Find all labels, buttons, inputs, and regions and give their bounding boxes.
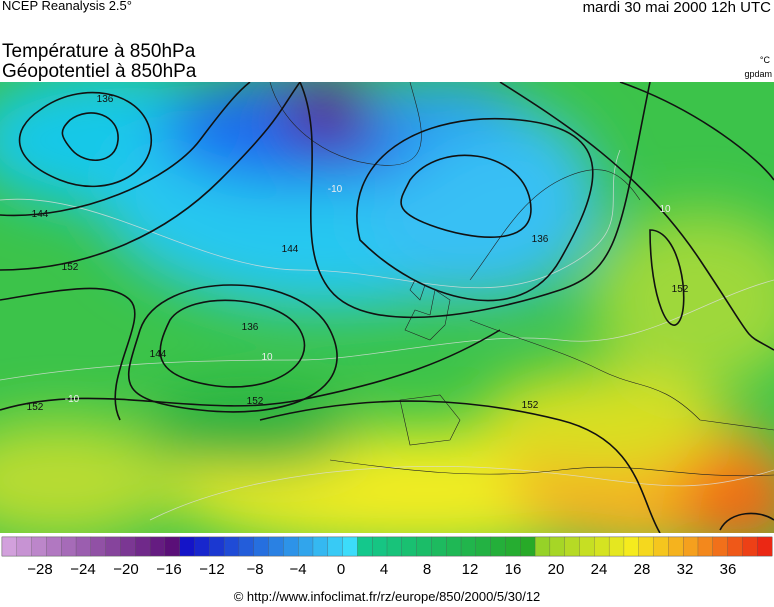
date-label: mardi 30 mai 2000 12h UTC [583, 0, 772, 16]
colorbar-swatch [475, 536, 492, 557]
colorbar-swatch [120, 536, 136, 557]
colorbar-label: −28 [27, 561, 52, 578]
colorbar-swatch [194, 536, 210, 557]
contour-label: 136 [242, 322, 259, 333]
colorbar-label: −8 [246, 561, 263, 578]
colorbar-swatch [683, 536, 699, 557]
title-geopotential: Géopotentiel à 850hPa [2, 61, 197, 82]
colorbar-swatch [608, 536, 625, 557]
contour-label: 136 [532, 234, 549, 245]
colorbar-swatch [209, 536, 225, 557]
colorbar-label: 16 [505, 561, 522, 578]
colorbar-swatch [1, 536, 18, 557]
colorbar-swatch [401, 536, 418, 557]
colorbar-swatch [164, 536, 181, 557]
colorbar-label: 28 [634, 561, 651, 578]
colorbar-swatch [46, 536, 62, 557]
colorbar-swatch [490, 536, 506, 557]
contour-label: 152 [522, 400, 539, 411]
colorbar-swatch [431, 536, 447, 557]
contour-label: 152 [62, 262, 79, 273]
colorbar-swatch [742, 536, 758, 557]
colorbar-label: −12 [199, 561, 224, 578]
colorbar-swatch [564, 536, 580, 557]
contour-label: 152 [672, 284, 689, 295]
colorbar: −28 −24 −20 −16 −12 −8 −4 0 4 8 12 16 20 24 28 32 36 [1, 536, 773, 578]
colorbar-swatch [357, 536, 373, 557]
colorbar-swatch [668, 536, 684, 557]
colorbar-label: 36 [720, 561, 737, 578]
contour-label: 144 [32, 209, 49, 220]
colorbar-swatch [594, 536, 610, 557]
colorbar-swatch [638, 536, 654, 557]
colorbar-swatch [534, 536, 551, 557]
colorbar-swatch [757, 536, 773, 557]
colorbar-swatch [327, 536, 344, 557]
colorbar-swatch [283, 536, 299, 557]
colorbar-swatch [623, 536, 640, 557]
contour-labels: 136 144 152 144 136 136 144 152 152 152 152 -10 10 -1… [27, 94, 689, 413]
contour-label: 10 [659, 204, 671, 215]
colorbar-label: 8 [423, 561, 431, 578]
contour-label: 10 [261, 352, 273, 363]
colorbar-swatch [549, 536, 566, 557]
unit-temperature: °C [760, 55, 771, 65]
colorbar-label: −4 [289, 561, 306, 578]
colorbar-swatch [16, 536, 33, 557]
colorbar-swatch [90, 536, 107, 557]
colorbar-swatch [253, 536, 269, 557]
colorbar-swatch [446, 536, 462, 557]
colorbar-swatch [61, 536, 77, 557]
colorbar-swatch [505, 536, 521, 557]
colorbar-label: −24 [70, 561, 95, 578]
colorbar-swatch [579, 536, 595, 557]
map [0, 82, 774, 533]
colorbar-swatch [386, 536, 403, 557]
colorbar-swatch [223, 536, 240, 557]
contour-label: 144 [282, 244, 299, 255]
colorbar-label: 12 [462, 561, 479, 578]
colorbar-swatch [268, 536, 284, 557]
colorbar-swatch [238, 536, 255, 557]
colorbar-swatch [312, 536, 329, 557]
colorbar-swatch [653, 536, 669, 557]
colorbar-swatch [727, 536, 743, 557]
colorbar-swatch [372, 536, 388, 557]
colorbar-swatch [342, 536, 358, 557]
contour-label: 136 [97, 94, 114, 105]
source-label: NCEP Reanalysis 2.5° [2, 0, 132, 13]
colorbar-swatch [298, 536, 314, 557]
colorbar-swatch [697, 536, 714, 557]
contour-label: 152 [27, 402, 44, 413]
footer-credit: © http://www.infoclimat.fr/rz/europe/850… [234, 589, 541, 604]
colorbar-swatch [105, 536, 121, 557]
colorbar-swatch [135, 536, 151, 557]
colorbar-swatch [149, 536, 166, 557]
colorbar-label: 32 [677, 561, 694, 578]
unit-geopotential: gpdam [744, 69, 772, 79]
contour-label: 152 [247, 396, 264, 407]
colorbar-label: 24 [591, 561, 608, 578]
colorbar-swatch [520, 536, 536, 557]
colorbar-swatch [416, 536, 432, 557]
title-temperature: Température à 850hPa [2, 41, 196, 62]
colorbar-label: 4 [380, 561, 388, 578]
colorbar-swatch [712, 536, 729, 557]
colorbar-swatch [31, 536, 47, 557]
colorbar-label: 0 [337, 561, 345, 578]
colorbar-swatch [460, 536, 477, 557]
colorbar-label: −20 [113, 561, 138, 578]
contour-label: -10 [65, 394, 80, 405]
colorbar-swatch [179, 536, 195, 557]
contour-label: -10 [328, 184, 343, 195]
colorbar-label: −16 [156, 561, 181, 578]
contour-label: 144 [150, 349, 167, 360]
colorbar-label: 20 [548, 561, 565, 578]
colorbar-swatch [75, 536, 92, 557]
